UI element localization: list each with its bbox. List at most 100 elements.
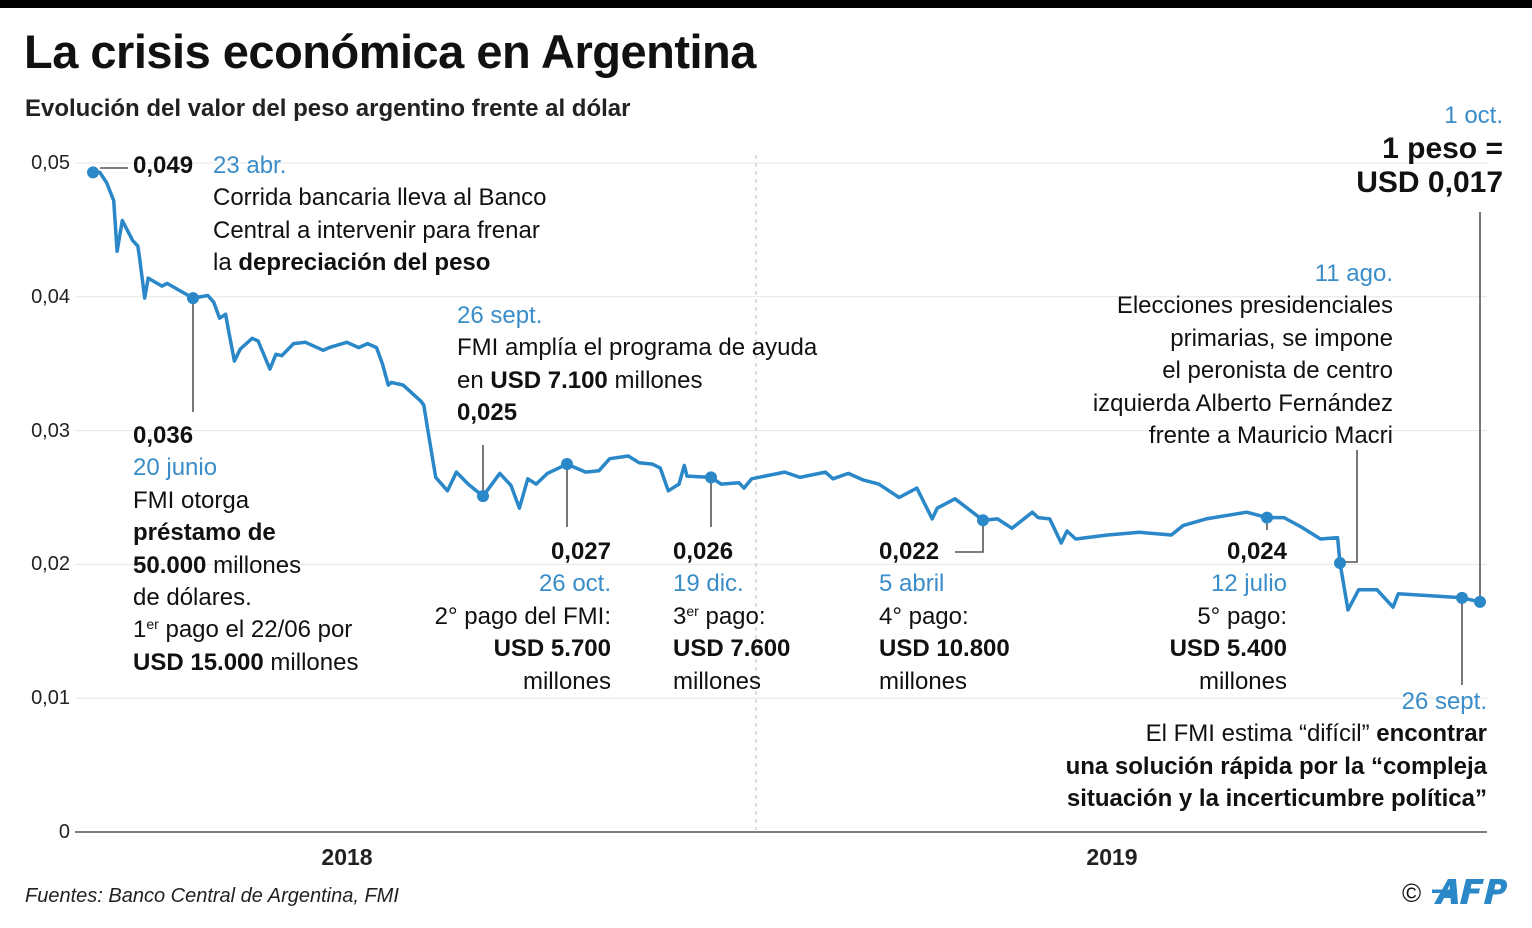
annotation-text: er xyxy=(686,602,699,619)
annotation-line: USD 5.400 xyxy=(1170,633,1287,665)
annotation-line: primarias, se impone xyxy=(1093,323,1393,355)
annotation-line: El FMI estima “difícil” encontrar xyxy=(1066,718,1487,750)
annotation-line: 0,027 xyxy=(435,536,611,568)
annotation-line: 2° pago del FMI: xyxy=(435,601,611,633)
annotation-text: frente a Mauricio Macri xyxy=(1148,422,1393,450)
annotation-line: frente a Mauricio Macri xyxy=(1093,420,1393,452)
markers xyxy=(87,166,1486,608)
annotation-line: 0,025 xyxy=(457,397,817,429)
chart-title: La crisis económica en Argentina xyxy=(24,25,756,78)
annotation-line: 3er pago: xyxy=(673,601,790,633)
annotation-text: er xyxy=(146,616,159,633)
annotation-text: la xyxy=(213,249,239,277)
leader-apr5 xyxy=(955,520,984,553)
annotation-line: 0,026 xyxy=(673,536,790,568)
annotation-date: 26 sept. xyxy=(1401,688,1487,715)
annotation-line: 0,049 xyxy=(133,150,193,182)
annotation-line: Central a intervenir para frenar xyxy=(213,215,547,247)
annotation-text: Central a intervenir para frenar xyxy=(213,216,540,244)
annotation-line: 0,022 xyxy=(879,536,1010,568)
annotation-text: el peronista de centro xyxy=(1162,357,1393,385)
source-note: Fuentes: Banco Central de Argentina, FMI xyxy=(25,885,399,907)
annotation-line: millones xyxy=(1170,666,1287,698)
marker-2019-10-01 xyxy=(1474,595,1486,608)
annotation-line: 50.000 millones xyxy=(133,550,358,582)
annotation-text: millones xyxy=(522,667,611,695)
annotation-line: 23 abr. xyxy=(213,150,547,182)
annotation-text: una solución rápida por la “compleja xyxy=(1065,752,1487,780)
annotation-line: 1 oct. xyxy=(1356,100,1503,132)
annotation-line: 26 sept. xyxy=(457,300,817,332)
annotation-date: 12 julio xyxy=(1210,570,1287,598)
copyright-symbol: © xyxy=(1402,878,1422,908)
annotation-text: 5° pago: xyxy=(1197,602,1287,630)
annotation-oct1: 1 oct. 1 peso = USD 0,017 xyxy=(1356,100,1503,200)
annotation-text: millones xyxy=(206,551,302,579)
annotation-line: millones xyxy=(435,666,611,698)
annotation-apr23: 23 abr. Corrida bancaria lleva al Banco Ce… xyxy=(213,150,547,280)
annotation-jun20: 0,036 20 junio FMI otorga préstamo de 50.000… xyxy=(133,420,358,679)
x-label-2019: 2019 xyxy=(1086,844,1138,870)
annotation-text: FMI otorga xyxy=(133,486,250,514)
annotation-text: USD 0,017 xyxy=(1356,166,1503,200)
y-tick-label: 0,05 xyxy=(31,152,70,174)
annotation-line: 26 oct. xyxy=(435,568,611,600)
annotation-text: millones xyxy=(607,366,703,394)
annotation-oct26: 0,027 26 oct. 2° pago del FMI: USD 5.700 mil… xyxy=(435,536,611,698)
annotation-text: 1 peso = xyxy=(1382,132,1503,166)
annotation-line: préstamo de xyxy=(133,517,358,549)
annotation-text: Corrida bancaria lleva al Banco xyxy=(213,184,547,212)
annotation-text: USD 5.700 xyxy=(493,635,611,663)
marker-2018-06-20 xyxy=(187,292,199,305)
annotation-line: USD 10.800 xyxy=(879,633,1010,665)
annotation-line: izquierda Alberto Fernández xyxy=(1093,388,1393,420)
marker-2019-09-26 xyxy=(1456,591,1468,604)
annotation-line: USD 5.700 xyxy=(435,633,611,665)
annotation-jul12: 0,024 12 julio 5° pago: USD 5.400 millones xyxy=(1170,536,1287,698)
annotation-text: 0,049 xyxy=(133,152,194,179)
annotation-date: 26 oct. xyxy=(538,570,611,598)
annotation-line: una solución rápida por la “compleja xyxy=(1066,751,1487,783)
annotation-sep26-2018: 26 sept. FMI amplía el programa de ayuda e… xyxy=(457,300,817,430)
annotation-line: millones xyxy=(673,666,790,698)
annotation-line: de dólares. xyxy=(133,582,358,614)
annotation-text: 0,024 xyxy=(1226,538,1287,565)
annotation-text: primarias, se impone xyxy=(1170,324,1393,352)
annotation-text: 0,025 xyxy=(457,399,518,427)
annotation-text: millones xyxy=(263,648,359,676)
annotation-text: FMI amplía el programa de ayuda xyxy=(457,334,818,362)
annotation-line: millones xyxy=(879,666,1010,698)
y-tick-label: 0,03 xyxy=(31,419,70,442)
annotation-sep26-2019: 26 sept. El FMI estima “difícil” encontra… xyxy=(1066,686,1487,816)
annotation-text: USD 7.600 xyxy=(673,635,791,663)
annotation-date: 5 abril xyxy=(879,570,945,598)
annotation-text: 0,036 xyxy=(133,422,194,449)
annotation-line: 5 abril xyxy=(879,568,1010,600)
annotation-line: 1 peso = xyxy=(1356,132,1503,166)
annotation-text: USD 5.400 xyxy=(1169,635,1287,663)
annotation-line: 20 junio xyxy=(133,452,358,484)
marker-2018-04-23 xyxy=(87,166,99,179)
annotation-line: USD 15.000 millones xyxy=(133,647,358,679)
annotation-text: pago el 22/06 por xyxy=(158,616,353,644)
annotation-date: 20 junio xyxy=(133,454,218,482)
y-tick-label: 0,04 xyxy=(31,285,70,308)
annotation-line: FMI otorga xyxy=(133,485,358,517)
chart-subtitle: Evolución del valor del peso argentino f… xyxy=(25,95,631,122)
annotation-text: izquierda Alberto Fernández xyxy=(1092,389,1393,417)
annotation-text: en xyxy=(457,366,491,394)
annotation-line: 11 ago. xyxy=(1093,258,1393,290)
annotation-text: USD 7.100 xyxy=(490,366,608,394)
annotation-line: 1er pago el 22/06 por xyxy=(133,614,358,646)
marker-2019-07-12 xyxy=(1261,511,1273,524)
annotation-text: 3 xyxy=(673,602,687,630)
gridlines xyxy=(75,162,1487,699)
annotation-text: 0,026 xyxy=(673,538,734,565)
y-tick-label: 0 xyxy=(58,821,70,843)
annotation-line: el peronista de centro xyxy=(1093,355,1393,387)
annotation-line: Elecciones presidenciales xyxy=(1093,290,1393,322)
annotation-line: 5° pago: xyxy=(1170,601,1287,633)
annotation-line: Corrida bancaria lleva al Banco xyxy=(213,182,547,214)
leader-aug11 xyxy=(1340,450,1358,563)
